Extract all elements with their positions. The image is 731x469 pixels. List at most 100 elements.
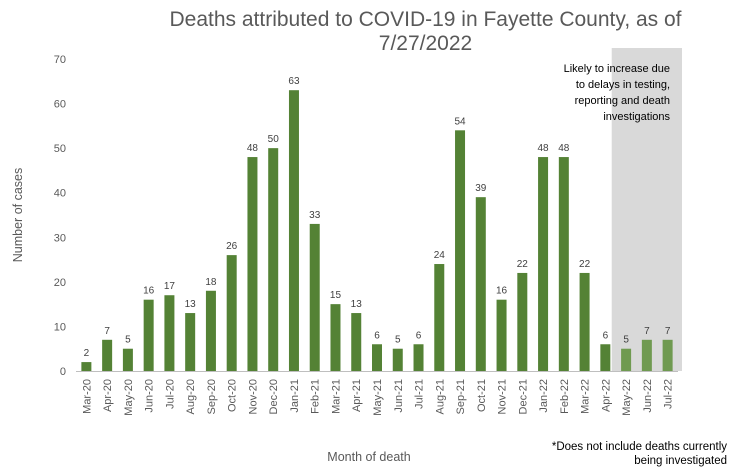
x-tick-label: Sep-20: [206, 379, 218, 414]
data-label: 24: [434, 250, 446, 261]
x-tick-label: Mar-22: [580, 379, 592, 414]
data-label: 48: [558, 143, 570, 154]
data-label: 7: [104, 326, 110, 337]
shaded-region-note: Likely to increase due: [564, 63, 670, 75]
x-tick-label: Jun-20: [144, 379, 156, 413]
bar: [517, 272, 528, 371]
x-tick-label: Oct-20: [227, 379, 239, 412]
shaded-region-note: investigations: [603, 111, 670, 123]
x-axis-title: Month of death: [327, 450, 410, 464]
x-tick-label: Jun-22: [642, 379, 654, 413]
data-label: 13: [185, 299, 197, 310]
x-tick-label: Jan-21: [289, 379, 301, 413]
data-label: 7: [665, 326, 671, 337]
data-label: 2: [84, 348, 90, 359]
data-label: 17: [164, 281, 176, 292]
y-tick-label: 60: [54, 99, 66, 111]
data-label: 16: [496, 286, 508, 297]
x-tick-label: Sep-21: [455, 379, 467, 414]
x-tick-label: Nov-21: [497, 379, 509, 414]
data-label: 50: [268, 134, 280, 145]
data-label: 16: [143, 286, 155, 297]
data-label: 48: [247, 143, 259, 154]
x-tick-label: Aug-20: [185, 379, 197, 414]
data-label: 22: [579, 259, 591, 270]
bar: [475, 197, 486, 371]
x-tick-label: Feb-21: [310, 379, 322, 414]
x-tick-label: Dec-20: [268, 379, 280, 414]
data-label: 22: [517, 259, 529, 270]
bar: [413, 344, 424, 371]
bar: [434, 264, 445, 371]
bar: [579, 272, 590, 371]
bar: [81, 362, 92, 371]
data-label: 33: [309, 210, 321, 221]
bar: [538, 157, 549, 371]
bar: [143, 299, 154, 371]
bar: [164, 295, 175, 371]
bar: [662, 339, 673, 371]
bar: [185, 313, 196, 371]
shaded-region-note: reporting and death: [575, 95, 670, 107]
bar: [268, 148, 279, 371]
x-tick-label: Mar-21: [330, 379, 342, 414]
x-tick-label: Jul-20: [164, 379, 176, 409]
chart-title: Deaths attributed to COVID-19 in Fayette…: [169, 8, 682, 55]
data-label: 5: [623, 335, 629, 346]
y-tick-label: 0: [60, 366, 66, 378]
data-label: 39: [475, 183, 487, 194]
data-label: 6: [416, 330, 422, 341]
x-tick-label: Jun-21: [393, 379, 405, 413]
x-tick-label: May-22: [621, 379, 633, 416]
x-tick-label: Dec-21: [517, 379, 529, 414]
bar: [372, 344, 382, 371]
data-label: 63: [288, 76, 300, 87]
shaded-region-note: to delays in testing,: [576, 79, 670, 91]
data-label: 7: [644, 326, 650, 337]
x-tick-label: Aug-21: [434, 379, 446, 414]
x-tick-label: Apr-22: [600, 379, 612, 412]
bar: [288, 90, 299, 371]
x-tick-label: Oct-21: [476, 379, 488, 412]
y-tick-label: 10: [54, 321, 66, 333]
footnote: *Does not include deaths currently being…: [487, 440, 727, 468]
data-label: 15: [330, 290, 342, 301]
footnote-line: *Does not include deaths currently: [551, 441, 727, 453]
data-label: 5: [395, 335, 401, 346]
bar: [455, 130, 466, 371]
bar: [600, 344, 611, 371]
y-tick-label: 30: [54, 232, 66, 244]
y-tick-label: 70: [54, 54, 66, 66]
y-tick-label: 20: [54, 277, 66, 289]
y-tick-label: 50: [54, 143, 66, 155]
x-tick-label: Jul-21: [414, 379, 426, 409]
x-tick-label: May-20: [123, 379, 135, 416]
bar: [558, 157, 569, 371]
bar: [226, 255, 237, 371]
y-tick-label: 40: [54, 188, 66, 200]
bar: [496, 299, 507, 371]
data-label: 54: [454, 116, 466, 127]
bar: [102, 339, 113, 371]
data-label: 5: [125, 335, 131, 346]
bar: [351, 313, 362, 371]
data-label: 13: [351, 299, 363, 310]
bar: [205, 290, 216, 371]
y-axis-title: Number of cases: [11, 168, 25, 262]
data-label: 6: [603, 330, 609, 341]
x-tick-label: Nov-20: [247, 379, 259, 414]
data-label: 26: [226, 241, 238, 252]
x-tick-label: Jul-22: [663, 379, 675, 409]
x-tick-label: Jan-22: [538, 379, 550, 413]
x-tick-label: Apr-21: [351, 379, 363, 412]
x-tick-label: May-21: [372, 379, 384, 416]
bar: [309, 223, 320, 371]
bar: [330, 304, 341, 371]
data-label: 6: [374, 330, 380, 341]
shaded-region: [611, 48, 682, 371]
data-label: 18: [205, 277, 217, 288]
bar: [247, 157, 258, 371]
x-tick-label: Mar-20: [81, 379, 93, 414]
x-tick-label: Feb-22: [559, 379, 571, 414]
